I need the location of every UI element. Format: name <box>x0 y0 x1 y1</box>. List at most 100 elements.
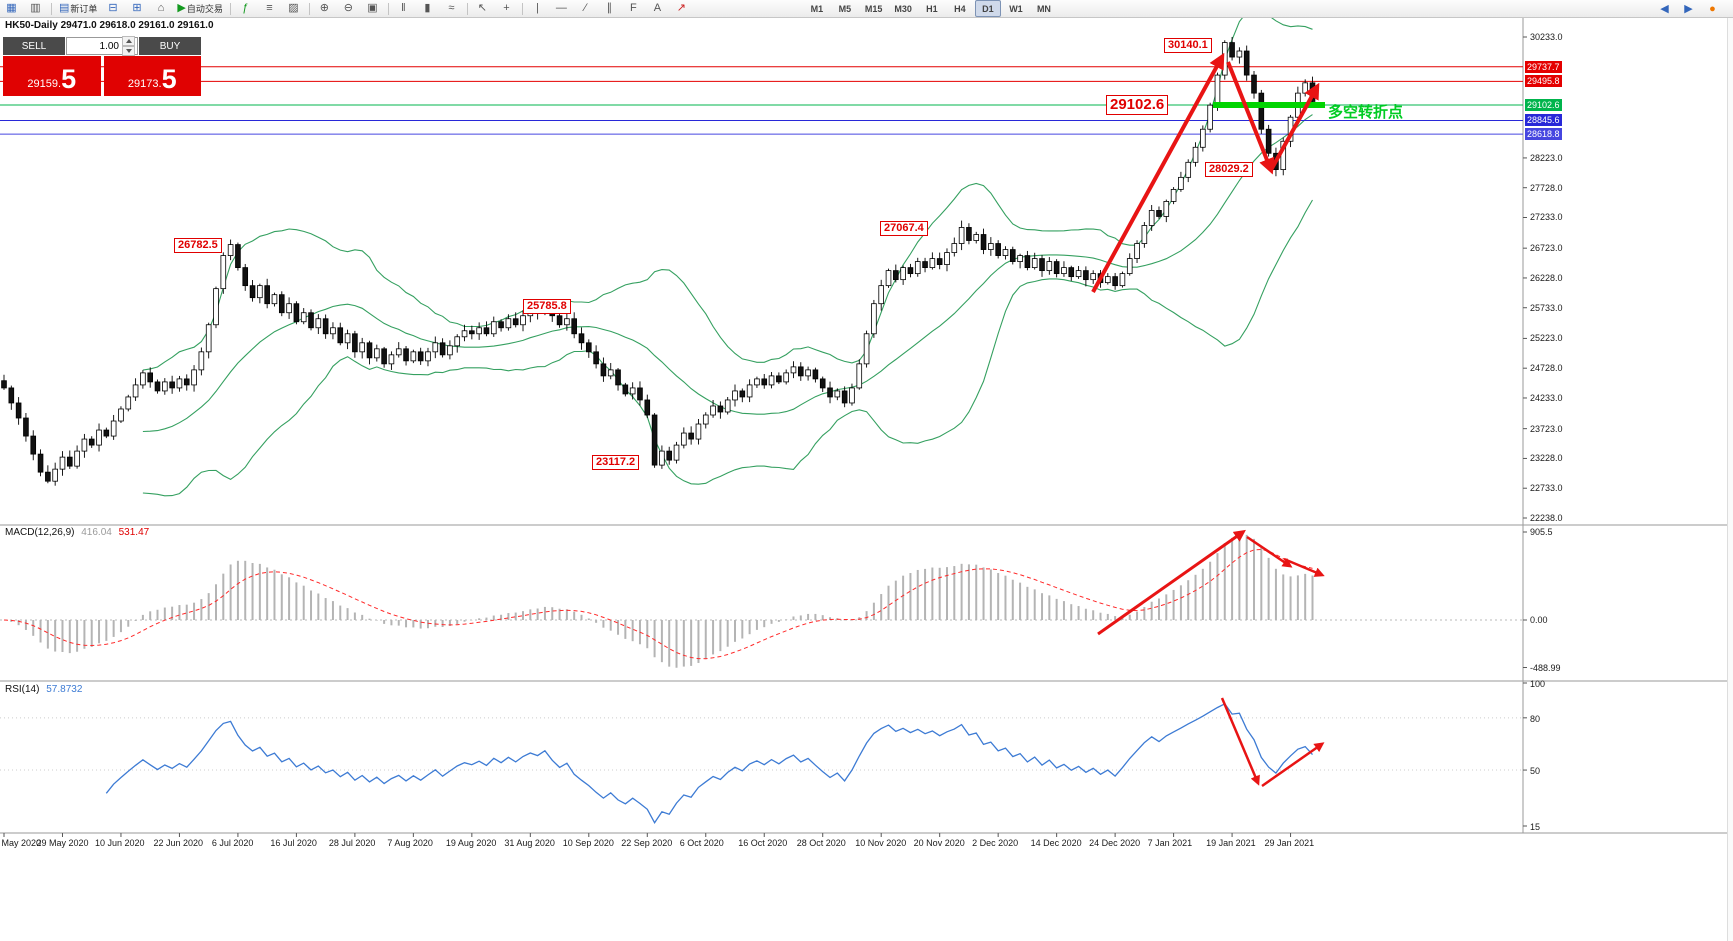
vertical-line-button[interactable]: | <box>527 0 549 17</box>
price-callout[interactable]: 26782.5 <box>174 238 222 253</box>
new-chart-icon: ▦ <box>6 2 17 14</box>
macd-arrow-1[interactable] <box>1097 529 1246 636</box>
volume-up-button[interactable] <box>122 36 135 46</box>
navigator-icon: ⌂ <box>157 2 165 14</box>
data-window-icon: ⊞ <box>132 2 142 14</box>
timeframe-m15-button[interactable]: M15 <box>864 3 883 14</box>
sell-price-big-digit: 5 <box>61 64 77 94</box>
notification-dot-icon: ● <box>1709 3 1716 15</box>
spin-down-icon <box>125 49 132 53</box>
timeframe-d1-button[interactable]: D1 <box>974 0 1001 17</box>
sell-button[interactable]: SELL <box>3 37 65 55</box>
indicators-icon: ƒ <box>242 2 249 14</box>
price-callout[interactable]: 28029.2 <box>1205 162 1253 177</box>
macd-scale-label: 905.5 <box>1530 527 1553 537</box>
text-button[interactable]: A <box>647 0 669 17</box>
new-chart-button[interactable]: ▦ <box>1 0 23 17</box>
macd-arrow-2[interactable] <box>1246 535 1293 568</box>
macd-scale-label: 0.00 <box>1530 615 1548 625</box>
trend-arrow-2[interactable] <box>1226 61 1275 175</box>
objects-list-button[interactable]: ▨ <box>283 0 305 17</box>
bar-chart-button[interactable]: ‖ <box>393 0 415 17</box>
rsi-arrow-2[interactable] <box>1261 742 1325 788</box>
toolbar-right-group: ◀ ▶ ● <box>1653 1 1725 18</box>
new-order-button[interactable]: ▤ 新订单 <box>56 0 100 17</box>
buy-price-button[interactable]: 29173. 5 <box>103 56 201 96</box>
market-watch-button[interactable]: ⊟ <box>102 0 124 17</box>
buy-button[interactable]: BUY <box>139 37 201 55</box>
trend-arrow-3[interactable] <box>1269 82 1320 171</box>
line-chart-button[interactable]: ≈ <box>441 0 463 17</box>
vertical-line-icon: | <box>535 2 539 14</box>
profiles-icon: ▥ <box>30 2 41 14</box>
toolbar-separator <box>521 2 523 15</box>
timeframe-h1-button[interactable]: H1 <box>926 3 938 14</box>
rsi-arrow-1[interactable] <box>1220 697 1260 786</box>
quick-nav-left-button[interactable]: ◀ <box>1654 1 1676 18</box>
price-callout[interactable]: 25785.8 <box>523 299 571 314</box>
crosshair-button[interactable]: + <box>496 0 518 17</box>
macd-arrow-3[interactable] <box>1283 557 1325 577</box>
sell-price-main: 29159. <box>27 78 62 90</box>
price-axis-label: 22733.0 <box>1530 483 1563 494</box>
zoom-out-button[interactable]: ⊖ <box>338 0 360 17</box>
timeframe-m30-button[interactable]: M30 <box>894 3 912 14</box>
quick-nav-right-button[interactable]: ▶ <box>1678 1 1700 18</box>
date-label: 16 Oct 2020 <box>738 838 788 848</box>
date-label: 24 Dec 2020 <box>1089 838 1141 848</box>
timeframe-h4-button[interactable]: H4 <box>954 3 966 14</box>
indicator-list-button[interactable]: ≡ <box>259 0 281 17</box>
timeframe-w1-button[interactable]: W1 <box>1009 3 1023 14</box>
timeframe-m5-button[interactable]: M5 <box>838 3 852 14</box>
volume-input[interactable]: 1.00 <box>66 36 138 56</box>
market-watch-icon: ⊟ <box>108 2 118 14</box>
date-label: 16 Jul 2020 <box>270 838 317 848</box>
candlestick-chart-button[interactable]: ▮ <box>417 0 439 17</box>
macd-indicator-label: MACD(12,26,9) 416.04 531.47 <box>5 527 149 538</box>
rsi-scale-label: 15 <box>1530 822 1541 832</box>
navigator-button[interactable]: ⌂ <box>150 0 172 17</box>
indicators-button[interactable]: ƒ <box>235 0 257 17</box>
tile-windows-button[interactable]: ▣ <box>362 0 384 17</box>
trend-arrow-1[interactable] <box>1091 52 1225 293</box>
price-line-tag: 29495.8 <box>1525 75 1562 88</box>
price-callout[interactable]: 23117.2 <box>592 455 640 470</box>
fibonacci-icon: F <box>630 2 637 14</box>
chart-profiles-button[interactable]: ▥ <box>25 0 47 17</box>
timeframe-mn-button[interactable]: MN <box>1036 3 1051 14</box>
arrows-object-button[interactable]: ↗ <box>671 0 693 17</box>
rsi-value: 57.8732 <box>46 684 83 695</box>
macd-histogram <box>10 534 1314 668</box>
trendline-button[interactable]: ∕ <box>575 0 597 17</box>
date-label: 20 Nov 2020 <box>913 838 965 848</box>
date-label: 14 Dec 2020 <box>1030 838 1082 848</box>
price-callout[interactable]: 29102.6 <box>1106 95 1169 115</box>
volume-down-button[interactable] <box>122 46 135 56</box>
date-label: 28 Jul 2020 <box>328 838 376 848</box>
autotrade-button[interactable]: ▶ 自动交易 <box>174 0 225 17</box>
horizontal-line-button[interactable]: — <box>551 0 573 17</box>
fibonacci-button[interactable]: F <box>623 0 645 17</box>
horizontal-line-icon: — <box>555 2 567 14</box>
cursor-button[interactable]: ↖ <box>472 0 494 17</box>
price-callout[interactable]: 27067.4 <box>880 221 928 236</box>
price-axis-label: 27233.0 <box>1530 212 1563 223</box>
price-callout[interactable]: 30140.1 <box>1164 38 1212 53</box>
timeframe-m1-button[interactable]: M1 <box>810 3 824 14</box>
rsi-indicator-label: RSI(14) 57.8732 <box>5 684 82 695</box>
channel-button[interactable]: ∥ <box>599 0 621 17</box>
date-label: 2 Dec 2020 <box>972 838 1019 848</box>
data-window-button[interactable]: ⊞ <box>126 0 148 17</box>
zoom-in-button[interactable]: ⊕ <box>314 0 336 17</box>
bollinger-lower-band <box>142 199 1313 497</box>
one-click-trading-panel: SELL 1.00 BUY 29159. 5 29173. 5 <box>3 36 201 96</box>
date-label: 28 Oct 2020 <box>796 838 846 848</box>
channel-icon: ∥ <box>606 2 613 14</box>
new-order-icon: ▤ <box>59 2 70 14</box>
window-right-strip <box>1727 0 1733 941</box>
notification-button[interactable]: ● <box>1702 1 1724 18</box>
sell-price-button[interactable]: 29159. 5 <box>3 56 101 96</box>
toolbar-separator <box>308 2 310 15</box>
trade-panel-prices: 29159. 5 29173. 5 <box>3 56 201 96</box>
